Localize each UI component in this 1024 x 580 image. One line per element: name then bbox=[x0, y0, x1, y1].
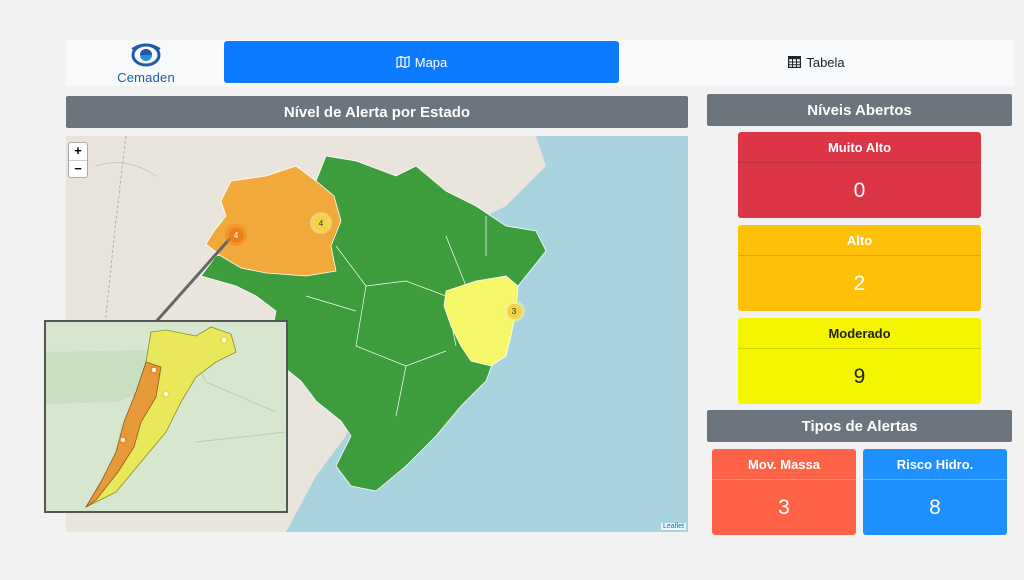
cluster-marker[interactable]: 4 bbox=[310, 212, 332, 234]
cluster-count: 3 bbox=[506, 303, 522, 319]
state-amazonas-alto[interactable] bbox=[205, 165, 342, 277]
inset-callout-line bbox=[152, 233, 236, 325]
zoom-control: + − bbox=[68, 142, 88, 178]
level-label: Moderado bbox=[738, 318, 981, 349]
level-count: 2 bbox=[853, 272, 866, 295]
cluster-count: 4 bbox=[228, 227, 244, 243]
level-label: Muito Alto bbox=[738, 132, 981, 163]
map-panel-title: Nível de Alerta por Estado bbox=[66, 96, 688, 128]
cluster-marker[interactable]: 3 bbox=[503, 300, 525, 322]
type-label: Risco Hidro. bbox=[863, 449, 1007, 480]
alert-point-marker[interactable] bbox=[162, 390, 170, 398]
inset-map-base bbox=[46, 322, 286, 511]
cluster-count: 4 bbox=[313, 215, 329, 231]
eye-logo-icon bbox=[131, 43, 161, 67]
zoom-in-button[interactable]: + bbox=[69, 143, 87, 161]
cemaden-logo[interactable]: Cemaden bbox=[110, 40, 182, 86]
map-attribution[interactable]: Leaflet bbox=[660, 523, 686, 530]
state-bahia-moderado[interactable] bbox=[443, 275, 519, 367]
navbar: Cemaden Mapa Tabela bbox=[66, 40, 1014, 86]
type-count: 8 bbox=[929, 496, 941, 519]
map-icon bbox=[396, 56, 410, 68]
types-panel-title: Tipos de Alertas bbox=[707, 410, 1012, 442]
inset-map bbox=[44, 320, 288, 513]
level-count: 9 bbox=[853, 365, 866, 388]
level-label: Alto bbox=[738, 225, 981, 256]
levels-panel-title: Níveis Abertos bbox=[707, 94, 1012, 126]
alert-point-marker[interactable] bbox=[150, 366, 158, 374]
type-card-mov-massa[interactable]: Mov. Massa 3 bbox=[712, 449, 856, 535]
level-card-alto[interactable]: Alto 2 bbox=[738, 225, 981, 311]
level-card-moderado[interactable]: Moderado 9 bbox=[738, 318, 981, 404]
zoom-out-button[interactable]: − bbox=[74, 161, 82, 176]
type-card-risco-hidro[interactable]: Risco Hidro. 8 bbox=[863, 449, 1007, 535]
tab-tabela[interactable]: Tabela bbox=[619, 41, 1014, 83]
tab-mapa-label: Mapa bbox=[414, 54, 448, 70]
alert-point-marker[interactable] bbox=[220, 336, 228, 344]
tab-tabela-label: Tabela bbox=[806, 54, 845, 70]
brand-name: Cemaden bbox=[117, 70, 175, 85]
cluster-marker[interactable]: 4 bbox=[225, 224, 247, 246]
type-count: 3 bbox=[778, 496, 790, 519]
type-label: Mov. Massa bbox=[712, 449, 856, 480]
tab-mapa[interactable]: Mapa bbox=[224, 41, 619, 83]
level-count: 0 bbox=[853, 179, 866, 202]
level-card-muito-alto[interactable]: Muito Alto 0 bbox=[738, 132, 981, 218]
alert-point-marker[interactable] bbox=[119, 436, 127, 444]
table-icon bbox=[788, 56, 802, 68]
inset-alto-region[interactable] bbox=[85, 361, 162, 508]
country-border-line bbox=[95, 162, 157, 177]
